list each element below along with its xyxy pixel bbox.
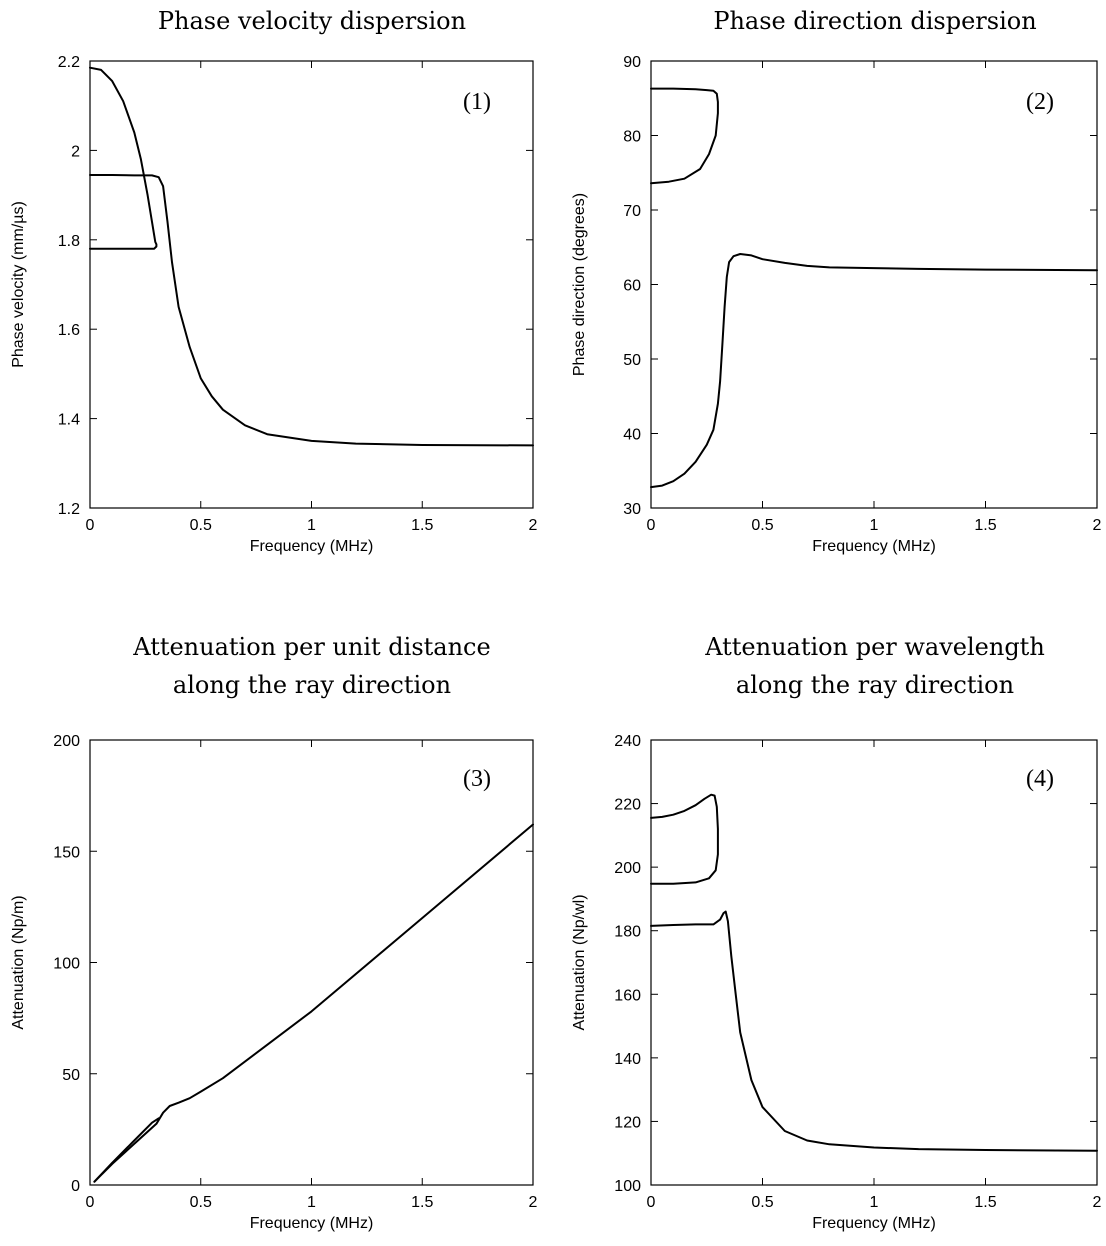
x-tick-label: 0	[86, 517, 95, 534]
chart-attenuation-wavelength: 0 0.5 1 1.5 2 100 120 140 160 180 200 220 240 Frequen…	[571, 733, 1102, 1232]
x-tick-label: 1	[307, 1194, 316, 1211]
y-tick-label: 100	[53, 956, 80, 973]
plot-frame	[89, 739, 534, 1186]
series-line-2	[650, 910, 1098, 1152]
title-line-1: Attenuation per unit distance	[133, 633, 491, 661]
series-line-1	[650, 87, 719, 185]
x-tick-label: 0.5	[190, 1194, 212, 1211]
series-line-2	[93, 823, 534, 1183]
chart-phase-velocity: 0 0.5 1 1.5 2 1.2 1.4 1.6 1.8 2 2.2 Frequency (MHz)…	[10, 54, 538, 555]
panel-label: (4)	[1026, 766, 1054, 792]
y-tick-label: 150	[53, 844, 80, 861]
y-axis-label: Phase velocity (mm/µs)	[10, 201, 27, 368]
panel-3: Attenuation per unit distance along the …	[0, 620, 553, 1246]
x-tick-label: 0	[86, 1194, 95, 1211]
y-tick-label: 2	[71, 143, 80, 160]
y-tick-label: 200	[614, 860, 641, 877]
y-tick-label: 70	[623, 203, 641, 220]
x-axis-label: Frequency (MHz)	[250, 1215, 374, 1232]
x-tick-label: 0.5	[751, 1194, 773, 1211]
y-tick-label: 50	[62, 1067, 80, 1084]
y-tick-label: 90	[623, 54, 641, 71]
panel-label: (2)	[1026, 89, 1054, 115]
y-tick-label: 200	[53, 733, 80, 750]
x-tick-label: 0.5	[190, 517, 212, 534]
y-tick-label: 240	[614, 733, 641, 750]
panel-title: Phase velocity dispersion	[0, 2, 624, 40]
x-tick-label: 1.5	[974, 517, 996, 534]
y-tick-label: 1.6	[58, 322, 80, 339]
x-tick-label: 1	[307, 517, 316, 534]
y-tick-label: 100	[614, 1178, 641, 1195]
x-axis-label: Frequency (MHz)	[250, 538, 374, 555]
y-tick-label: 30	[623, 501, 641, 518]
title-line-1: Phase velocity dispersion	[157, 7, 467, 35]
x-tick-label: 0	[647, 1194, 656, 1211]
y-tick-label: 1.4	[58, 412, 80, 429]
y-tick-label: 60	[623, 278, 641, 295]
y-tick-label: 160	[614, 987, 641, 1004]
panel-4: Attenuation per wavelength along the ray…	[553, 620, 1106, 1246]
y-tick-label: 140	[614, 1051, 641, 1068]
chart-attenuation-distance: 0 0.5 1 1.5 2 0 50 100 150 200 Frequency (MHz) Atte…	[10, 733, 538, 1232]
y-tick-label: 220	[614, 797, 641, 814]
x-axis-label: Frequency (MHz)	[812, 1215, 936, 1232]
x-tick-label: 1.5	[974, 1194, 996, 1211]
series-line-2	[650, 253, 1098, 489]
panel-title: Attenuation per wavelength along the ray…	[553, 628, 1106, 704]
title-line-1: Attenuation per wavelength	[705, 633, 1045, 661]
panel-1: Phase velocity dispersion 0 0.5 1 1.5 2 1.2 1.…	[0, 0, 553, 580]
x-tick-label: 0	[647, 517, 656, 534]
x-tick-label: 1	[870, 517, 879, 534]
x-tick-label: 2	[529, 1194, 538, 1211]
y-tick-label: 50	[623, 352, 641, 369]
series-line-1	[650, 793, 719, 885]
y-axis-label: Attenuation (Np/m)	[10, 895, 27, 1029]
x-tick-label: 2	[1093, 517, 1102, 534]
panel-title: Phase direction dispersion	[553, 2, 1106, 40]
y-tick-label: 1.2	[58, 501, 80, 518]
x-tick-label: 1.5	[411, 1194, 433, 1211]
series-line-1	[89, 66, 158, 250]
x-tick-label: 1.5	[411, 517, 433, 534]
panel-2: Phase direction dispersion 0 0.5 1 1.5 2 30 40…	[553, 0, 1106, 580]
panel-label: (3)	[463, 766, 491, 792]
series-line-2	[89, 174, 534, 447]
y-axis-label: Phase direction (degrees)	[571, 193, 588, 376]
panel-title: Attenuation per unit distance along the …	[0, 628, 624, 704]
x-axis-label: Frequency (MHz)	[812, 538, 936, 555]
title-line-1: Phase direction dispersion	[713, 7, 1037, 35]
x-tick-label: 1	[870, 1194, 879, 1211]
y-tick-label: 40	[623, 427, 641, 444]
x-tick-label: 0.5	[751, 517, 773, 534]
y-tick-label: 80	[623, 129, 641, 146]
plot-frame	[650, 60, 1098, 509]
y-tick-label: 2.2	[58, 54, 80, 71]
y-tick-label: 120	[614, 1114, 641, 1131]
y-tick-label: 1.8	[58, 233, 80, 250]
chart-phase-direction: 0 0.5 1 1.5 2 30 40 50 60 70 80 90 Frequency (MHz) Ph…	[571, 54, 1102, 555]
x-tick-label: 2	[1093, 1194, 1102, 1211]
title-line-2: along the ray direction	[735, 671, 1015, 699]
plot-frame	[650, 739, 1098, 1186]
y-tick-label: 0	[71, 1178, 80, 1195]
title-line-2: along the ray direction	[172, 671, 452, 699]
y-tick-label: 180	[614, 924, 641, 941]
x-tick-label: 2	[529, 517, 538, 534]
panel-label: (1)	[463, 89, 491, 115]
y-axis-label: Attenuation (Np/wl)	[571, 894, 588, 1030]
